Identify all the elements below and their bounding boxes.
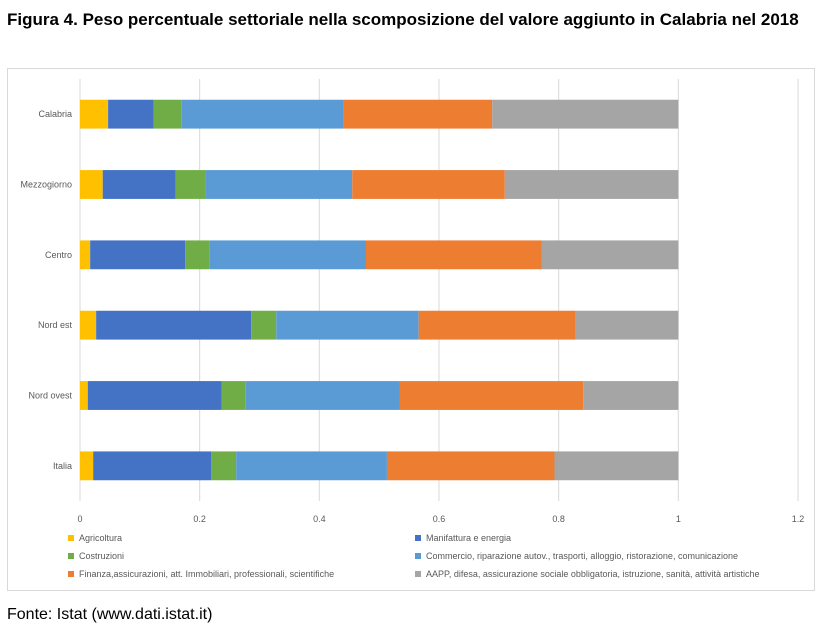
x-tick-label: 0.2 [193,514,206,524]
category-label: Nord ovest [28,391,72,401]
bar-segment [575,310,679,340]
bar-segment [87,381,222,410]
category-label: Italia [53,461,72,471]
bar-segment [343,99,493,129]
bar-segment [236,451,387,481]
bar-segment [366,240,542,270]
bar-segment [90,240,186,270]
bar-segment [221,381,246,410]
x-tick-label: 0.6 [433,514,446,524]
category-label: Nord est [38,320,73,330]
category-label: Mezzogiorno [20,180,72,190]
legend-label: Costruzioni [79,551,124,561]
bar-segment [80,99,109,129]
legend-swatch [68,535,74,541]
bar-segment [108,99,154,129]
bar-segment [209,240,367,270]
bar-segment [102,170,176,199]
bar-segment [175,170,206,199]
bar-segment [554,451,679,481]
bar-segment [211,451,237,481]
bar-segment [251,310,277,340]
bar-segment [504,170,679,199]
bar-segment [276,310,419,340]
x-tick-label: 0.8 [552,514,565,524]
figure-title: Figura 4. Peso percentuale settoriale ne… [7,10,799,29]
x-tick-label: 0 [77,514,82,524]
bar-segment [541,240,679,270]
legend-swatch [415,571,421,577]
bar-segment [245,381,400,410]
bar-segment [352,170,505,199]
bar-segment [386,451,555,481]
bar-segment [80,240,91,270]
legend-swatch [415,553,421,559]
legend-label: Manifattura e energia [426,533,511,543]
category-label: Centro [45,250,72,260]
legend-swatch [415,535,421,541]
bar-segment [181,99,344,129]
bar-segment [418,310,576,340]
bar-segment [153,99,182,129]
legend-label: Finanza,assicurazioni, att. Immobiliari,… [79,569,334,579]
bar-segment [80,310,97,340]
bar-segment [80,381,88,410]
x-tick-label: 1 [676,514,681,524]
chart-container: 0 0.2 0.4 0.6 0.8 1 1.2 Calabria Mezzogiorno Cent… [7,68,815,591]
bar-segment [96,310,252,340]
bar-segment [492,99,679,129]
bar-segment [583,381,679,410]
category-label: Calabria [38,109,72,119]
bar-segment [80,170,103,199]
x-tick-label: 0.4 [313,514,326,524]
legend-label: Commercio, riparazione autov., trasporti… [426,551,738,561]
legend-label: AAPP, difesa, assicurazione sociale obbl… [426,569,760,579]
legend-swatch [68,553,74,559]
bar-segment [93,451,212,481]
bar-segment [399,381,584,410]
bar-segment [185,240,210,270]
x-tick-label: 1.2 [792,514,805,524]
bar-segment [205,170,353,199]
stacked-bar-chart: 0 0.2 0.4 0.6 0.8 1 1.2 Calabria Mezzogiorno Cent… [20,79,805,579]
legend-label: Agricoltura [79,533,122,543]
legend-swatch [68,571,74,577]
bar-segment [80,451,94,481]
source-note: Fonte: Istat (www.dati.istat.it) [7,606,213,623]
